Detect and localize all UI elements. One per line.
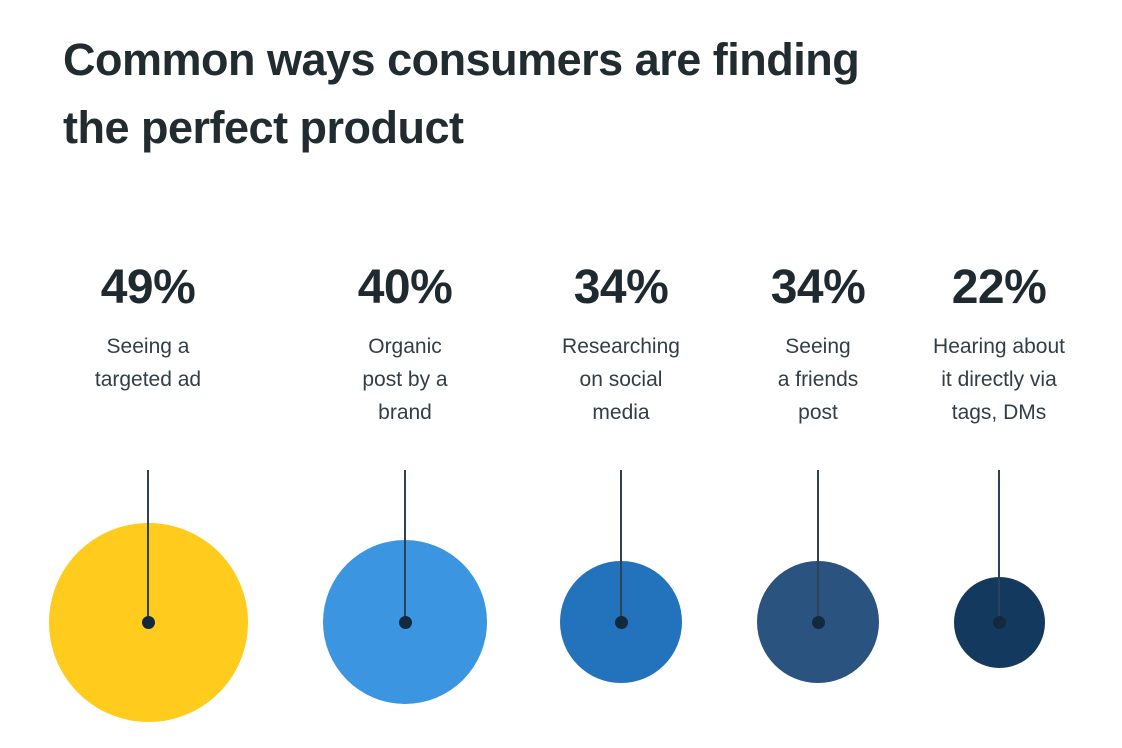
center-dot <box>141 615 155 629</box>
center-dot <box>811 615 825 629</box>
center-dot <box>992 615 1006 629</box>
stem-line <box>147 470 149 622</box>
stat-label: Organic post by a brand <box>362 335 448 424</box>
stat-value: 34% <box>770 261 866 314</box>
stat-value: 22% <box>951 261 1047 314</box>
center-dot <box>398 615 412 629</box>
stat-label: Hearing about it directly via tags, DMs <box>933 335 1065 424</box>
stat-column-organic-post: 40% Organic post by a brand <box>305 262 505 429</box>
stem-line <box>998 470 1000 622</box>
stat-column-targeted-ad: 49% Seeing a targeted ad <box>48 262 248 396</box>
stat-value: 40% <box>357 261 453 314</box>
page-title: Common ways consumers are finding the pe… <box>63 26 1043 162</box>
stat-label: Seeing a targeted ad <box>94 335 202 391</box>
stat-column-friends-post: 34% Seeing a friends post <box>733 262 903 429</box>
stem-line <box>404 470 406 622</box>
center-dot <box>614 615 628 629</box>
stat-value: 34% <box>573 261 669 314</box>
stem-line <box>817 470 819 622</box>
stat-value: 49% <box>100 261 196 314</box>
stat-label: Seeing a friends post <box>777 335 859 424</box>
stat-column-researching: 34% Researching on social media <box>521 262 721 429</box>
page-title-line-1: Common ways consumers are finding <box>63 34 860 85</box>
stat-column-tags-dms: 22% Hearing about it directly via tags, … <box>904 262 1094 429</box>
stat-label: Researching on social media <box>562 335 680 424</box>
stem-line <box>620 470 622 622</box>
page-title-line-2: the perfect product <box>63 102 464 153</box>
